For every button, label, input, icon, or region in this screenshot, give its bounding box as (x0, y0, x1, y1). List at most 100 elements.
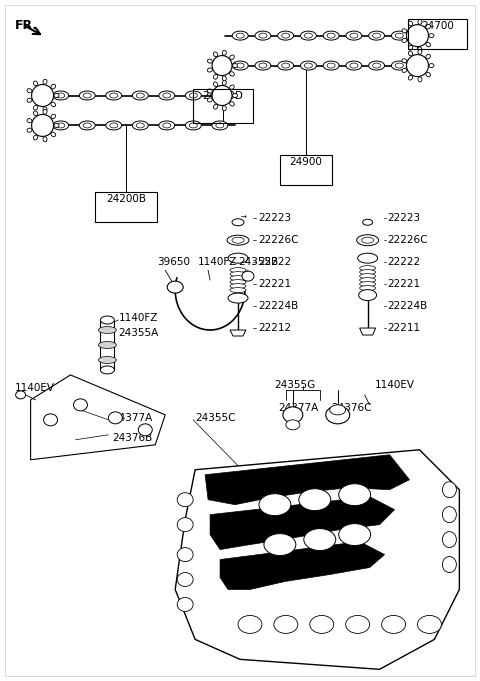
Text: 22221: 22221 (387, 279, 420, 289)
Ellipse shape (255, 61, 271, 70)
Ellipse shape (207, 89, 212, 93)
Ellipse shape (57, 93, 65, 98)
Text: 22212: 22212 (258, 323, 291, 333)
Ellipse shape (177, 597, 193, 612)
Ellipse shape (43, 109, 47, 114)
Ellipse shape (363, 219, 372, 225)
Ellipse shape (27, 98, 32, 102)
Text: 1140FZ: 1140FZ (198, 257, 238, 267)
Ellipse shape (278, 61, 294, 70)
Ellipse shape (372, 63, 381, 68)
Ellipse shape (230, 287, 246, 293)
Ellipse shape (443, 507, 456, 522)
Ellipse shape (407, 25, 429, 46)
Ellipse shape (43, 137, 47, 142)
Ellipse shape (407, 54, 429, 76)
Bar (193, 89, 253, 123)
Ellipse shape (163, 123, 171, 128)
Polygon shape (31, 375, 165, 460)
Text: 22223: 22223 (258, 213, 291, 223)
Bar (280, 155, 332, 185)
Ellipse shape (163, 93, 171, 98)
Ellipse shape (207, 68, 212, 72)
Ellipse shape (360, 274, 376, 279)
Ellipse shape (54, 93, 59, 97)
Ellipse shape (185, 121, 201, 130)
Ellipse shape (27, 89, 32, 93)
Ellipse shape (369, 61, 384, 70)
Ellipse shape (359, 289, 377, 300)
Polygon shape (360, 328, 376, 335)
Ellipse shape (282, 33, 289, 38)
Ellipse shape (391, 61, 408, 70)
Ellipse shape (222, 50, 226, 55)
Ellipse shape (216, 93, 224, 98)
Ellipse shape (357, 235, 379, 246)
Text: 24355B: 24355B (238, 257, 278, 267)
Ellipse shape (27, 128, 32, 132)
Ellipse shape (57, 123, 65, 128)
Ellipse shape (110, 123, 118, 128)
Ellipse shape (230, 55, 234, 59)
Ellipse shape (159, 91, 175, 100)
Ellipse shape (408, 76, 413, 80)
Ellipse shape (214, 82, 218, 86)
Ellipse shape (327, 63, 335, 68)
Ellipse shape (83, 123, 91, 128)
Ellipse shape (207, 59, 212, 63)
Ellipse shape (426, 54, 431, 59)
Polygon shape (175, 449, 459, 669)
Ellipse shape (51, 114, 56, 118)
Ellipse shape (212, 91, 228, 100)
Ellipse shape (106, 121, 122, 130)
Ellipse shape (418, 47, 422, 52)
Text: FR.: FR. (15, 18, 38, 31)
Ellipse shape (429, 63, 434, 67)
Text: 24355G: 24355G (274, 380, 315, 390)
Ellipse shape (443, 481, 456, 498)
Text: 24376B: 24376B (112, 433, 153, 443)
Ellipse shape (443, 556, 456, 573)
Text: 24355A: 24355A (119, 328, 158, 338)
Ellipse shape (230, 268, 246, 272)
Polygon shape (210, 496, 395, 550)
Text: 24700: 24700 (421, 20, 454, 31)
Ellipse shape (426, 42, 431, 47)
Ellipse shape (110, 93, 118, 98)
Ellipse shape (358, 253, 378, 263)
Text: 24377A: 24377A (112, 413, 153, 423)
Ellipse shape (230, 101, 234, 106)
Ellipse shape (43, 107, 47, 112)
Ellipse shape (350, 63, 358, 68)
Ellipse shape (222, 106, 226, 111)
Ellipse shape (259, 33, 267, 38)
Ellipse shape (53, 91, 69, 100)
Ellipse shape (360, 266, 376, 270)
Bar (96, 192, 157, 222)
Ellipse shape (177, 518, 193, 532)
Ellipse shape (396, 33, 403, 38)
Ellipse shape (214, 52, 218, 57)
Text: 24377A: 24377A (278, 403, 318, 413)
Ellipse shape (274, 616, 298, 633)
Ellipse shape (402, 68, 407, 72)
Text: 22226C: 22226C (258, 235, 299, 245)
Ellipse shape (323, 31, 339, 40)
Ellipse shape (259, 494, 291, 516)
Text: 1140FZ: 1140FZ (119, 313, 158, 323)
Ellipse shape (79, 91, 95, 100)
Bar (408, 18, 468, 48)
Ellipse shape (339, 524, 371, 545)
Ellipse shape (360, 278, 376, 283)
Ellipse shape (299, 489, 331, 511)
Ellipse shape (402, 29, 407, 33)
Ellipse shape (304, 33, 312, 38)
Text: 22224B: 22224B (387, 301, 428, 311)
Ellipse shape (264, 534, 296, 556)
Ellipse shape (232, 219, 244, 225)
Text: 22223: 22223 (387, 213, 420, 223)
Ellipse shape (98, 356, 116, 364)
Ellipse shape (79, 121, 95, 130)
Ellipse shape (408, 51, 413, 56)
Text: 24355C: 24355C (195, 413, 236, 423)
